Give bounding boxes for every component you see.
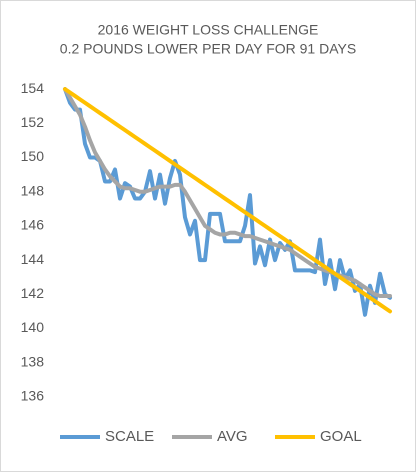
legend-label: GOAL [320, 428, 362, 445]
series-line [63, 87, 392, 314]
y-tick-label: 140 [21, 319, 45, 335]
y-tick-label: 138 [21, 353, 45, 369]
y-tick-label: 152 [21, 114, 45, 130]
y-tick-label: 136 [21, 388, 45, 404]
chart-title: 2016 WEIGHT LOSS CHALLENGE [98, 22, 319, 38]
legend-label: AVG [217, 428, 248, 445]
y-tick-label: 148 [21, 182, 45, 198]
y-tick-label: 142 [21, 285, 45, 301]
y-tick-label: 154 [21, 80, 45, 96]
y-tick-label: 150 [21, 148, 45, 164]
chart-subtitle: 0.2 POUNDS LOWER PER DAY FOR 91 DAYS [60, 41, 356, 57]
series-line [63, 87, 392, 317]
y-tick-label: 144 [21, 251, 45, 267]
y-tick-label: 146 [21, 217, 45, 233]
legend-label: SCALE [105, 428, 154, 445]
